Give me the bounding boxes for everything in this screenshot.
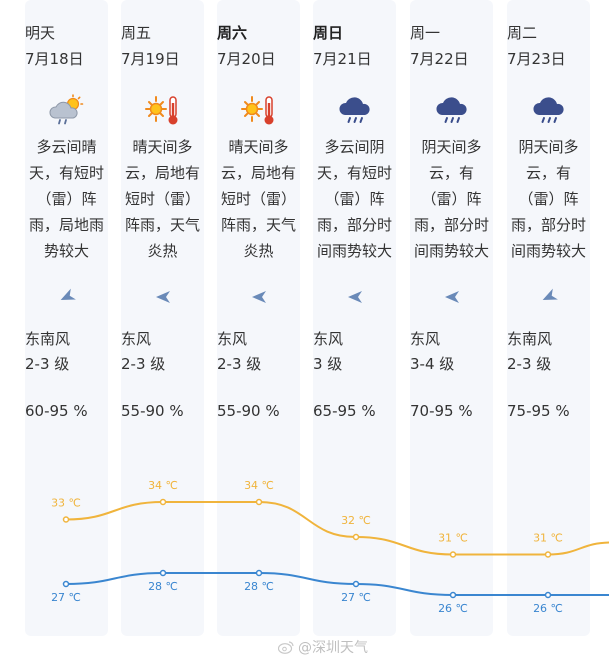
day-label: 明天 (25, 24, 56, 42)
wind-level: 2-3 级 (25, 355, 70, 373)
rain-cloud-icon (337, 94, 373, 128)
weather-description: 晴天间多云，局地有短时（雷）阵雨，天气炎热 (124, 138, 200, 260)
day-label: 周一 (410, 24, 441, 42)
wind-level: 2-3 级 (217, 355, 262, 373)
rain-cloud-icon (434, 94, 470, 128)
wind-arrow-east-icon (442, 287, 462, 307)
weather-description: 多云间阴天，有短时（雷）阵雨，部分时间雨势较大 (316, 138, 392, 260)
wind-direction: 东南风 (25, 330, 71, 348)
date-label: 7月22日 (410, 50, 469, 68)
humidity: 55-90 % (217, 402, 280, 420)
weather-description: 阴天间多云，有（雷）阵雨，部分时间雨势较大 (413, 138, 489, 260)
weibo-logo-icon (278, 641, 294, 654)
wind-direction: 东风 (410, 330, 441, 348)
wind-direction: 东风 (217, 330, 248, 348)
day-label: 周六 (217, 24, 248, 42)
forecast-day-column: 周一 7月22日阴天间多云，有（雷）阵雨，部分时间雨势较大东风 3-4 级 70-95… (410, 0, 493, 636)
weather-description: 晴天间多云，局地有短时（雷）阵雨，天气炎热 (220, 138, 296, 260)
date-label: 7月20日 (217, 50, 276, 68)
wind-arrow-southeast-icon (57, 287, 77, 307)
humidity: 60-95 % (25, 402, 88, 420)
wind-arrow-east-icon (153, 287, 173, 307)
humidity: 75-95 % (507, 402, 570, 420)
wind-arrow-east-icon (345, 287, 365, 307)
wind-direction: 东风 (121, 330, 152, 348)
wind-level: 3-4 级 (410, 355, 455, 373)
humidity: 70-95 % (410, 402, 473, 420)
forecast-day-column: 周六 7月20日晴天间多云，局地有短时（雷）阵雨，天气炎热东风 2-3 级 55-90… (217, 0, 300, 636)
wind-direction: 东南风 (507, 330, 553, 348)
humidity: 55-90 % (121, 402, 184, 420)
forecast-day-column: 周日 7月21日多云间阴天，有短时（雷）阵雨，部分时间雨势较大东风 3 级 65-95… (313, 0, 396, 636)
day-label: 周五 (121, 24, 152, 42)
forecast-day-column: 周二 7月23日阴天间多云，有（雷）阵雨，部分时间雨势较大东南风 2-3 级 75-9… (507, 0, 590, 636)
weather-description: 阴天间多云，有（雷）阵雨，部分时间雨势较大 (510, 138, 586, 260)
weather-description: 多云间晴天，有短时（雷）阵雨，局地雨势较大 (28, 138, 104, 260)
date-label: 7月19日 (121, 50, 180, 68)
forecast-day-column: 周五 7月19日晴天间多云，局地有短时（雷）阵雨，天气炎热东风 2-3 级 55-90… (121, 0, 204, 636)
day-label: 周二 (507, 24, 538, 42)
wind-direction: 东风 (313, 330, 344, 348)
sunny-hot-icon (240, 94, 277, 128)
cloudy-sun-rain-icon (48, 94, 85, 128)
humidity: 65-95 % (313, 402, 376, 420)
wind-level: 2-3 级 (121, 355, 166, 373)
wind-arrow-southeast-icon (539, 287, 559, 307)
rain-cloud-icon (531, 94, 567, 128)
sunny-hot-icon (144, 94, 181, 128)
wind-arrow-east-icon (249, 287, 269, 307)
date-label: 7月18日 (25, 50, 84, 68)
date-label: 7月23日 (507, 50, 566, 68)
wind-level: 3 级 (313, 355, 343, 373)
day-label: 周日 (313, 24, 344, 42)
date-label: 7月21日 (313, 50, 372, 68)
forecast-day-column: 明天 7月18日多云间晴天，有短时（雷）阵雨，局地雨势较大东南风 2-3 级 60-9… (25, 0, 108, 636)
wind-level: 2-3 级 (507, 355, 552, 373)
watermark: @深圳天气 (278, 637, 368, 657)
watermark-text: @深圳天气 (298, 640, 368, 656)
